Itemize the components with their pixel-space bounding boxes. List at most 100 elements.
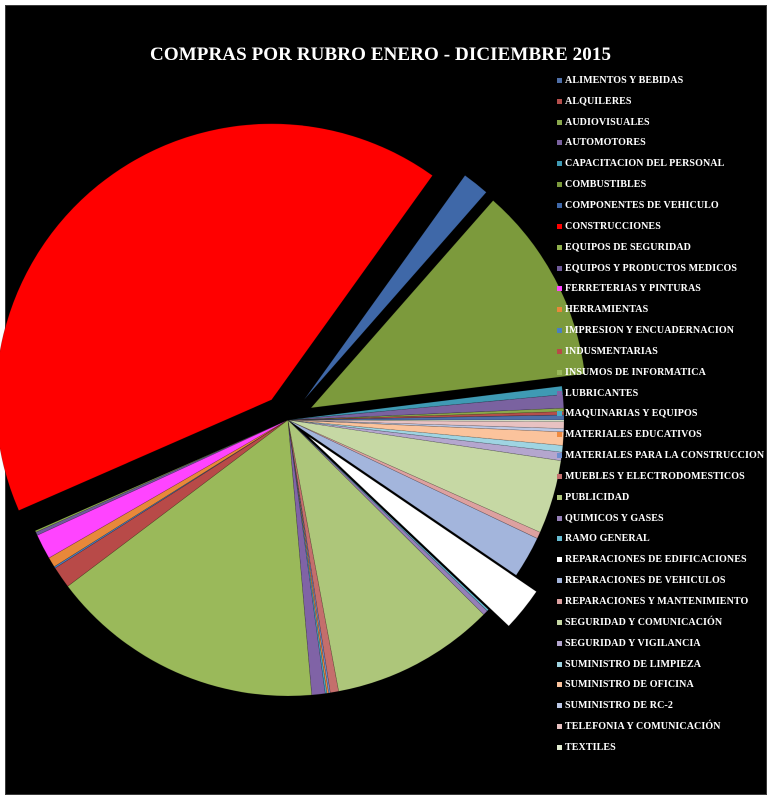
pie-slice-1 bbox=[287, 414, 565, 421]
pie-slice-30 bbox=[287, 419, 565, 446]
legend-swatch bbox=[557, 640, 562, 646]
legend-item: RAMO GENERAL bbox=[557, 529, 757, 550]
legend-item: AUTOMOTORES bbox=[557, 133, 757, 154]
legend-item: TEXTILES bbox=[557, 737, 757, 758]
pie-slice-27 bbox=[287, 419, 562, 533]
legend-item: REPARACIONES DE VEHICULOS bbox=[557, 570, 757, 591]
pie-slice-15 bbox=[67, 419, 313, 697]
pie-slice-2 bbox=[287, 411, 565, 421]
pie-slice-23 bbox=[287, 419, 489, 612]
legend-item: COMPONENTES DE VEHICULO bbox=[557, 195, 757, 216]
pie-slice-9 bbox=[34, 419, 289, 533]
legend-item: IMPRESION Y ENCUADERNACION bbox=[557, 320, 757, 341]
legend-item: SUMINISTRO DE RC-2 bbox=[557, 695, 757, 716]
legend-item: LUBRICANTES bbox=[557, 383, 757, 404]
legend-item: MATERIALES PARA LA CONSTRUCCION bbox=[557, 445, 764, 466]
pie-slice-11 bbox=[36, 419, 289, 559]
pie-slice-18 bbox=[287, 419, 329, 694]
legend-label: INSUMOS DE INFORMATICA bbox=[565, 366, 706, 378]
pie-slice-32 bbox=[287, 419, 565, 429]
legend-swatch bbox=[557, 161, 562, 167]
legend-swatch bbox=[557, 369, 562, 375]
legend-swatch bbox=[557, 599, 562, 605]
legend-label: AUTOMOTORES bbox=[565, 137, 646, 149]
legend-label: COMPONENTES DE VEHICULO bbox=[565, 199, 719, 211]
pie-slice-8 bbox=[0, 123, 433, 511]
legend-label: MUEBLES Y ELECTRODOMESTICOS bbox=[565, 470, 745, 482]
pie-slice-26 bbox=[287, 419, 541, 539]
legend-label: SEGURIDAD Y VIGILANCIA bbox=[565, 637, 701, 649]
legend-label: REPARACIONES Y MANTENIMIENTO bbox=[565, 596, 749, 608]
pie-slice-6 bbox=[310, 200, 586, 409]
legend-item: HERRAMIENTAS bbox=[557, 299, 757, 320]
legend-label: SEGURIDAD Y COMUNICACIÓN bbox=[565, 616, 723, 628]
legend-item: REPARACIONES Y MANTENIMIENTO bbox=[557, 591, 757, 612]
legend-item: MATERIALES EDUCATIVOS bbox=[557, 424, 757, 445]
legend-swatch bbox=[557, 140, 562, 146]
legend-swatch bbox=[557, 390, 562, 396]
legend-item: MAQUINARIAS Y EQUIPOS bbox=[557, 404, 757, 425]
legend-swatch bbox=[557, 536, 562, 542]
legend-label: CAPACITACION DEL PERSONAL bbox=[565, 158, 725, 170]
legend-label: IMPRESION Y ENCUADERNACION bbox=[565, 325, 735, 337]
pie-slice-5 bbox=[287, 385, 564, 421]
legend-label: AUDIOVISUALES bbox=[565, 116, 650, 128]
legend-label: QUIMICOS Y GASES bbox=[565, 512, 664, 524]
legend-label: COMBUSTIBLES bbox=[565, 179, 647, 191]
legend-label: ALIMENTOS Y BEBIDAS bbox=[565, 74, 684, 86]
legend-item: SEGURIDAD Y VIGILANCIA bbox=[557, 633, 757, 654]
legend-item: ALQUILERES bbox=[557, 91, 757, 112]
legend-swatch bbox=[557, 661, 562, 667]
legend-label: RAMO GENERAL bbox=[565, 533, 650, 545]
pie-slice-4 bbox=[287, 394, 565, 421]
legend-swatch bbox=[557, 98, 562, 104]
legend-swatch bbox=[557, 473, 562, 479]
pie-slice-3 bbox=[287, 407, 565, 421]
pie-slice-24 bbox=[308, 436, 537, 627]
legend-item: CAPACITACION DEL PERSONAL bbox=[557, 153, 757, 174]
legend-label: MATERIALES PARA LA CONSTRUCCION bbox=[565, 450, 765, 462]
legend-swatch bbox=[557, 682, 562, 688]
legend-swatch bbox=[557, 348, 562, 354]
legend-item: AUDIOVISUALES bbox=[557, 112, 757, 133]
pie-slice-13 bbox=[53, 419, 289, 569]
pie-slice-7 bbox=[303, 174, 487, 400]
pie-slice-33 bbox=[287, 419, 565, 423]
legend-label: TELEFONIA Y COMUNICACIÓN bbox=[565, 721, 721, 733]
legend-item: TELEFONIA Y COMUNICACIÓN bbox=[557, 716, 757, 737]
legend-label: SUMINISTRO DE LIMPIEZA bbox=[565, 658, 702, 670]
legend-label: HERRAMIENTAS bbox=[565, 304, 649, 316]
chart-legend: ALIMENTOS Y BEBIDAS ALQUILERES AUDIOVISUAL… bbox=[557, 70, 764, 758]
legend-swatch bbox=[557, 494, 562, 500]
legend-swatch bbox=[557, 328, 562, 334]
legend-item: EQUIPOS DE SEGURIDAD bbox=[557, 237, 757, 258]
legend-swatch bbox=[557, 202, 562, 208]
legend-label: PUBLICIDAD bbox=[565, 491, 630, 503]
legend-item: EQUIPOS Y PRODUCTOS MEDICOS bbox=[557, 258, 757, 279]
pie-slice-14 bbox=[54, 419, 289, 587]
legend-label: SUMINISTRO DE OFICINA bbox=[565, 679, 694, 691]
legend-label: REPARACIONES DE VEHICULOS bbox=[565, 575, 726, 587]
legend-swatch bbox=[557, 557, 562, 563]
chart-title: COMPRAS POR RUBRO ENERO - DICIEMBRE 2015 bbox=[150, 44, 612, 65]
pie-slice-22 bbox=[287, 419, 488, 615]
pie-slice-29 bbox=[287, 419, 564, 453]
legend-swatch bbox=[557, 265, 562, 271]
legend-label: LUBRICANTES bbox=[565, 387, 639, 399]
pie-slice-19 bbox=[287, 419, 331, 694]
legend-swatch bbox=[557, 578, 562, 584]
legend-swatch bbox=[557, 619, 562, 625]
legend-item: SUMINISTRO DE OFICINA bbox=[557, 674, 757, 695]
legend-item: SUMINISTRO DE LIMPIEZA bbox=[557, 654, 757, 675]
pie-slice-10 bbox=[35, 419, 289, 536]
legend-swatch bbox=[557, 119, 562, 125]
legend-swatch bbox=[557, 307, 562, 313]
legend-swatch bbox=[557, 286, 562, 292]
legend-swatch bbox=[557, 411, 562, 417]
pie-slice-31 bbox=[287, 419, 565, 433]
legend-label: TEXTILES bbox=[565, 741, 616, 753]
legend-item: MUEBLES Y ELECTRODOMESTICOS bbox=[557, 466, 757, 487]
legend-label: INDUSMENTARIAS bbox=[565, 345, 658, 357]
legend-label: FERRETERIAS Y PINTURAS bbox=[565, 283, 701, 295]
legend-item: CONSTRUCCIONES bbox=[557, 216, 757, 237]
